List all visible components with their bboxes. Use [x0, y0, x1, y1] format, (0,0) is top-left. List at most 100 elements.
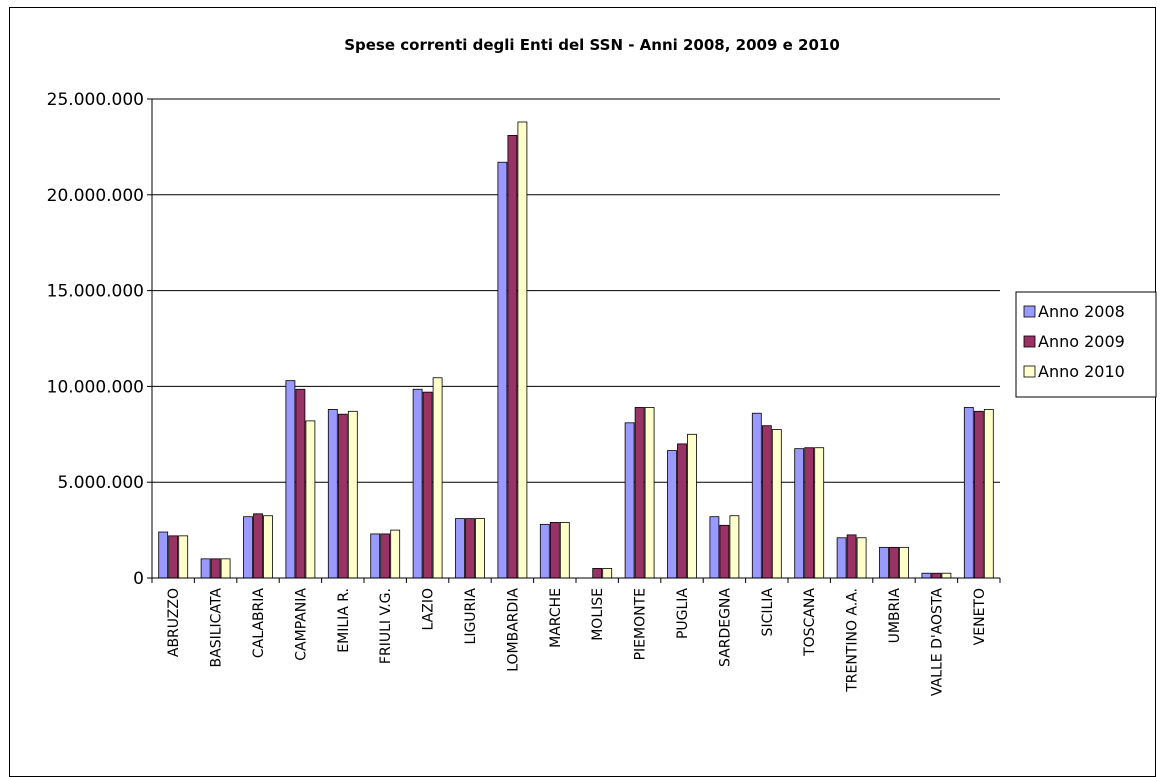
bar: [771, 429, 782, 579]
x-tick-label: TOSCANA: [802, 588, 818, 657]
bar: [549, 522, 560, 579]
legend-swatch: [1023, 365, 1036, 378]
bar: [253, 513, 263, 579]
bar: [921, 572, 932, 579]
legend-label: Anno 2009: [1038, 332, 1125, 351]
y-tick-label: 0: [133, 569, 144, 589]
bar: [677, 443, 687, 579]
bar: [846, 534, 857, 579]
x-tick-label: PUGLIA: [675, 588, 691, 639]
bar: [243, 516, 253, 579]
chart-frame: [9, 7, 1156, 777]
bars: [158, 121, 994, 579]
y-tick-label: 10.000.000: [47, 377, 144, 397]
x-tick-label: MOLISE: [590, 588, 606, 641]
bar: [973, 410, 984, 579]
bar: [178, 535, 189, 579]
bar: [210, 558, 221, 579]
bar: [761, 425, 772, 579]
bar: [305, 420, 316, 579]
legend-label: Anno 2010: [1038, 362, 1125, 381]
bar: [709, 516, 720, 579]
bar: [687, 433, 697, 579]
bar: [963, 407, 974, 579]
bar: [644, 407, 655, 579]
bar: [475, 518, 485, 579]
y-tick-label: 20.000.000: [47, 186, 144, 206]
x-tick-label: CAMPANIA: [293, 588, 309, 661]
x-tick-label: FRIULI V.G.: [378, 588, 394, 664]
bar: [347, 410, 358, 579]
bar: [168, 535, 179, 579]
legend-label: Anno 2008: [1038, 302, 1125, 321]
bar: [432, 377, 443, 579]
legend-box: [1015, 291, 1157, 398]
bar: [899, 546, 909, 579]
legend: Anno 2008 Anno 2009 Anno 2010: [1015, 291, 1157, 398]
x-tick-label: VENETO: [972, 588, 988, 645]
chart-title: Spese correnti degli Enti del SSN - Anni…: [344, 36, 840, 54]
bar: [941, 572, 952, 579]
x-tick-labels: ABRUZZO BASILICATA CALABRIA CAMPANIA EMILIA …: [166, 588, 988, 696]
legend-swatch: [1023, 335, 1036, 348]
bar: [751, 412, 762, 579]
bar: [667, 450, 677, 579]
legend-swatch: [1023, 305, 1036, 318]
bar: [517, 121, 528, 579]
x-tick-label: UMBRIA: [887, 588, 903, 644]
bar: [390, 529, 401, 579]
bar: [729, 515, 740, 579]
x-tick-label: LAZIO: [421, 588, 437, 630]
y-tick-labels: 0 5.000.000 10.000.000 15.000.000 20.000.000…: [47, 90, 144, 589]
axes: [147, 98, 1001, 583]
bar: [634, 407, 645, 579]
x-tick-label: LIGURIA: [463, 588, 479, 645]
bar: [856, 537, 867, 579]
bar: [200, 558, 211, 579]
bar: [539, 523, 550, 579]
x-tick-label: BASILICATA: [209, 588, 225, 668]
bar: [285, 380, 296, 579]
bar: [624, 422, 635, 579]
bar: [814, 447, 825, 579]
bar: [497, 161, 508, 579]
gridlines: [152, 98, 1000, 483]
bar: [380, 533, 391, 579]
bar: [879, 546, 889, 579]
bar: [836, 537, 847, 579]
x-tick-label: VALLE D'AOSTA: [929, 588, 945, 696]
bar: [295, 388, 306, 579]
bar: [220, 558, 231, 579]
y-tick-label: 5.000.000: [57, 473, 144, 493]
bar: [263, 515, 273, 579]
bar-chart: Spese correnti degli Enti del SSN - Anni…: [47, 36, 1157, 696]
bar: [719, 524, 730, 579]
y-tick-label: 15.000.000: [47, 282, 144, 302]
x-tick-label: ABRUZZO: [166, 588, 182, 657]
bar: [794, 448, 805, 579]
bar: [455, 518, 465, 579]
x-tick-label: CALABRIA: [251, 588, 267, 659]
bar: [602, 568, 613, 579]
y-tick-label: 25.000.000: [47, 90, 144, 110]
bar: [465, 518, 475, 579]
bar: [422, 391, 433, 579]
bar: [507, 135, 518, 579]
bar: [412, 388, 423, 579]
x-tick-label: PIEMONTE: [633, 588, 649, 660]
x-tick-label: LOMBARDIA: [505, 588, 521, 672]
bar: [804, 447, 815, 579]
bar: [592, 568, 603, 579]
x-tick-label: SICILIA: [760, 588, 776, 637]
bar: [559, 522, 570, 579]
bar: [983, 408, 994, 579]
x-tick-label: MARCHE: [548, 588, 564, 648]
bar: [931, 572, 942, 579]
bar: [327, 408, 338, 579]
x-tick-label: EMILIA R.: [336, 588, 352, 653]
bar: [337, 413, 348, 579]
bar: [158, 531, 169, 579]
x-tick-label: SARDEGNA: [717, 588, 733, 667]
bar: [370, 533, 381, 579]
x-tick-label: TRENTINO A.A.: [845, 588, 861, 693]
